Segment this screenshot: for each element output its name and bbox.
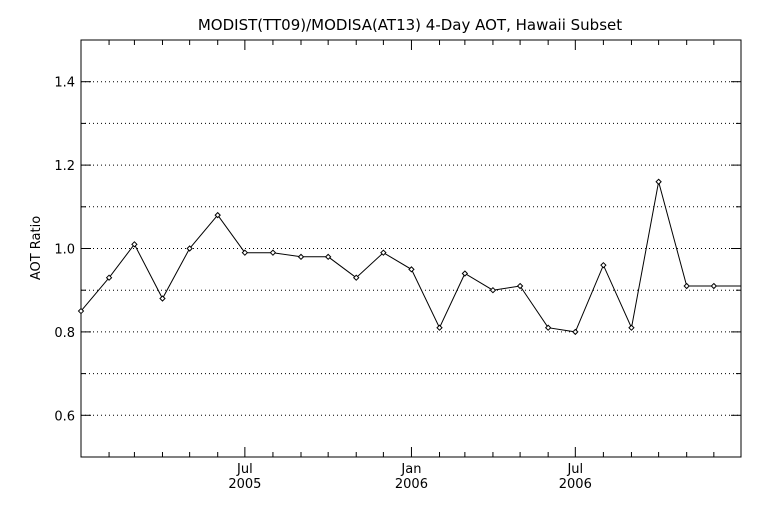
data-point (297, 253, 305, 261)
y-tick-label: 0.8 (54, 326, 75, 341)
y-axis-label: AOT Ratio (29, 216, 44, 280)
data-point (683, 282, 690, 290)
data-point (436, 324, 443, 331)
data-point (572, 328, 579, 336)
x-tick-label-month: Jan (400, 462, 421, 477)
grid-lines (81, 81, 741, 416)
data-point (408, 266, 415, 273)
x-tick-label-year: 2006 (559, 477, 592, 492)
data-point (324, 253, 332, 261)
data-point (186, 245, 193, 252)
data-point (600, 261, 607, 269)
data-point (655, 178, 662, 185)
data-point (628, 324, 635, 331)
data-point (516, 282, 524, 290)
data-point (544, 324, 552, 331)
chart-title: MODIST(TT09)/MODISA(AT13) 4-Day AOT, Haw… (198, 16, 622, 34)
y-tick-label: 1.0 (54, 243, 75, 258)
data-point (489, 286, 497, 294)
x-tick-label-year: 2005 (228, 477, 261, 492)
data-points (77, 178, 718, 336)
data-point (214, 211, 221, 219)
plot-frame (80, 39, 742, 458)
x-tick-label-year: 2006 (395, 477, 428, 492)
axis-ticks (81, 40, 741, 457)
x-tick-label-month: Jul (236, 462, 253, 477)
y-tick-labels: 0.6 0.8 1.0 1.2 1.4 (54, 76, 75, 425)
data-point (380, 249, 387, 256)
data-point (710, 282, 718, 290)
data-point (159, 295, 166, 302)
y-tick-label: 1.2 (54, 159, 75, 174)
data-point (353, 274, 360, 281)
series-line (80, 181, 741, 333)
data-point (241, 249, 249, 256)
data-point (461, 270, 469, 277)
data-point (131, 241, 138, 248)
y-tick-label: 1.4 (54, 76, 75, 91)
y-tick-label: 0.6 (54, 409, 75, 424)
data-point (269, 249, 277, 256)
data-point (77, 307, 85, 315)
x-tick-label-month: Jul (566, 462, 583, 477)
data-point (105, 274, 113, 281)
